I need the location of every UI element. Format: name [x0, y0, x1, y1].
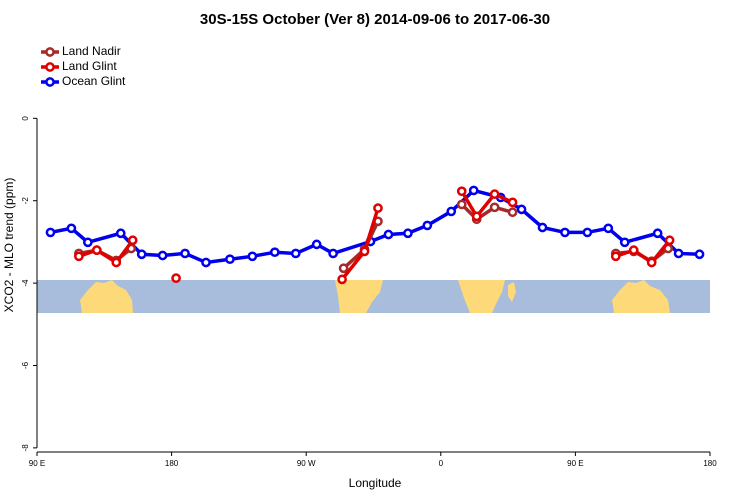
point [403, 228, 413, 239]
map-strip [37, 280, 710, 313]
y-axis-label: XCO2 - MLO trend (ppm) [2, 178, 16, 313]
point [337, 274, 347, 285]
point [290, 248, 301, 259]
point [136, 249, 147, 260]
x-tick-label: 180 [703, 459, 717, 468]
point [603, 223, 614, 234]
point [45, 227, 56, 238]
legend-marker [45, 62, 55, 72]
chart-title: 30S-15S October (Ver 8) 2014-09-06 to 20… [200, 11, 550, 28]
legend-label: Land Nadir [62, 44, 121, 58]
x-tick-label: 0 [439, 459, 444, 468]
y-tick-label: -2 [21, 197, 30, 205]
point [468, 185, 479, 196]
x-tick-label: 180 [165, 459, 179, 468]
y-tick-label: -4 [21, 279, 30, 287]
point [628, 245, 639, 255]
point [82, 237, 93, 248]
legend-label: Land Glint [62, 59, 117, 73]
point [127, 235, 138, 246]
x-tick-label: 90 W [297, 459, 316, 468]
point [673, 248, 684, 259]
point [694, 249, 705, 260]
point [507, 197, 518, 208]
point [373, 203, 383, 213]
x-axis-label: Longitude [349, 476, 402, 490]
point [560, 227, 570, 238]
point [610, 251, 621, 262]
point [157, 250, 168, 261]
legend-marker [45, 47, 55, 57]
point [180, 248, 190, 259]
series-line [460, 203, 514, 222]
point [489, 189, 500, 199]
point [91, 245, 102, 255]
point [201, 257, 211, 268]
point [582, 227, 593, 238]
point [247, 251, 258, 262]
point [471, 211, 482, 222]
point [66, 223, 77, 234]
point [507, 207, 518, 218]
point [171, 273, 181, 284]
point [652, 228, 663, 239]
y-tick-label: 0 [21, 116, 30, 121]
point [456, 199, 467, 210]
series-line [615, 239, 671, 265]
x-tick-label: 90 E [29, 459, 45, 468]
point [359, 246, 370, 257]
point [338, 263, 349, 274]
point [516, 204, 527, 215]
point [456, 186, 467, 197]
series-line [460, 190, 514, 220]
point [646, 257, 657, 268]
y-tick-label: -8 [21, 444, 30, 452]
point [383, 229, 394, 240]
point [111, 257, 122, 268]
x-tick-label: 90 E [567, 459, 583, 468]
point [225, 254, 235, 265]
point [619, 237, 630, 248]
point [328, 248, 338, 259]
legend-marker [45, 77, 55, 87]
point [115, 228, 126, 239]
legend-label: Ocean Glint [62, 74, 126, 88]
point [446, 206, 457, 217]
point [537, 222, 548, 233]
point [664, 235, 675, 246]
y-tick-label: -6 [21, 361, 30, 369]
point [422, 220, 433, 231]
point [269, 247, 280, 258]
point [489, 202, 500, 213]
point [74, 251, 84, 262]
point [311, 239, 322, 250]
series-line [78, 239, 135, 265]
